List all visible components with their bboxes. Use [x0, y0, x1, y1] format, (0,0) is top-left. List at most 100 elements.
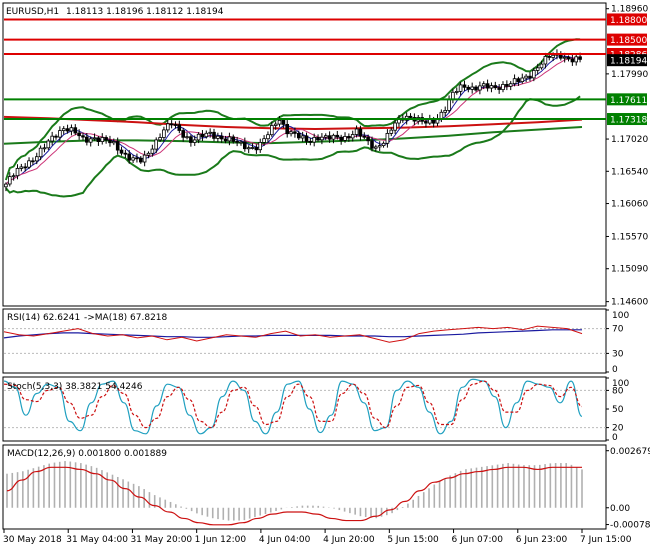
- candle-body: [543, 56, 548, 65]
- price-tick-label: 1.17020: [611, 135, 648, 145]
- stoch-layer: [3, 378, 606, 435]
- symbol-label: EURUSD,H1: [6, 7, 59, 17]
- time-tick-label: 7 Jun 15:00: [580, 535, 632, 545]
- stoch-tick-label: 20: [612, 424, 624, 434]
- candle-body: [381, 142, 386, 147]
- candle-body: [162, 129, 166, 138]
- candle-body: [96, 137, 101, 143]
- macd-panel-frame: [2, 444, 607, 530]
- candle-body: [158, 137, 162, 141]
- candle-body: [285, 124, 289, 135]
- level-tag-label: 1.17318: [610, 116, 647, 126]
- candle-body: [177, 124, 182, 131]
- current-price-label: 1.18194: [610, 57, 647, 67]
- candle-body: [578, 56, 582, 60]
- candle-body: [200, 133, 205, 138]
- stoch-tick-label: 80: [612, 386, 624, 396]
- candle-body: [470, 86, 474, 90]
- candle-body: [100, 137, 105, 142]
- time-tick-label: 31 May 20:00: [130, 535, 192, 545]
- rsi-layer: [3, 325, 606, 354]
- candle-body: [331, 134, 336, 140]
- candle-body: [88, 138, 93, 143]
- candle-body: [169, 123, 174, 126]
- candle-body: [308, 140, 313, 143]
- candle-body: [520, 77, 525, 82]
- candle-body: [320, 136, 324, 141]
- rsi-panel-frame: [2, 308, 607, 374]
- candle-body: [532, 70, 536, 79]
- candle-body: [347, 135, 351, 139]
- price-tick-label: 1.16060: [611, 200, 648, 210]
- time-tick-label: 6 Jun 07:00: [452, 535, 504, 545]
- candle-body: [246, 147, 251, 150]
- candle-body: [15, 167, 20, 177]
- price-tick-label: 1.14600: [611, 298, 648, 308]
- rsi-tick-label: 100: [612, 311, 629, 321]
- time-tick-label: 31 May 04:00: [66, 535, 128, 545]
- candle-body: [219, 135, 224, 140]
- candle-body: [304, 135, 309, 142]
- candle-body: [31, 160, 35, 163]
- candle-body: [46, 140, 51, 149]
- candle-body: [81, 135, 85, 138]
- candle-body: [258, 141, 262, 151]
- candle-body: [77, 132, 81, 137]
- candle-body: [373, 146, 378, 149]
- candle-body: [223, 138, 228, 142]
- macd-tick-label: 0.002679: [610, 447, 650, 457]
- rsi-title: RSI(14) 62.6241: [7, 313, 80, 323]
- candle-body: [354, 128, 359, 135]
- price-tick-label: 1.15090: [611, 265, 648, 275]
- price-panel-frame: [2, 2, 607, 307]
- candle-body: [250, 147, 255, 149]
- candle-body: [408, 115, 413, 118]
- candle-body: [216, 135, 220, 139]
- candle-body: [112, 141, 116, 144]
- candle-body: [65, 128, 70, 132]
- candle-body: [173, 124, 178, 126]
- candle-body: [227, 136, 232, 142]
- candle-body: [385, 132, 390, 144]
- candle-body: [424, 120, 428, 124]
- candle-body: [61, 128, 66, 131]
- candle-body: [42, 147, 47, 150]
- candle-body: [293, 131, 297, 134]
- time-tick-label: 30 May 2018: [3, 535, 62, 545]
- macd-tick-label: -0.000788: [610, 521, 650, 531]
- time-tick-label: 4 Jun 20:00: [323, 535, 375, 545]
- candle-body: [242, 141, 247, 150]
- axis-layer: 1.18960 1.17990 1.17020 1.16540 1.16060 1.155…: [3, 5, 650, 545]
- candle-body: [366, 136, 370, 142]
- candle-body: [443, 110, 447, 113]
- levels-layer: 1.188001.185001.182861.176111.173181.181…: [4, 13, 647, 126]
- candle-body: [38, 147, 43, 158]
- candle-body: [192, 139, 197, 143]
- price-tick-label: 1.15570: [611, 232, 648, 242]
- candle-body: [296, 132, 301, 139]
- candle-body: [566, 56, 571, 60]
- candle-body: [508, 83, 513, 87]
- candle-body: [350, 134, 355, 139]
- candle-body: [524, 75, 528, 79]
- candle-body: [562, 56, 567, 59]
- candle-body: [327, 135, 332, 140]
- stoch-tick-label: 50: [612, 405, 624, 415]
- current-price-tag: [607, 54, 647, 67]
- moving-average-red: [3, 115, 583, 131]
- stoch-tick-label: 0: [612, 433, 618, 443]
- level-tag: [607, 93, 647, 106]
- bollinger-upper-band: [4, 38, 581, 181]
- candle-body: [165, 123, 170, 131]
- candle-body: [127, 153, 132, 161]
- macd-title: MACD(12,26,9) 0.001800 0.001889: [7, 449, 167, 459]
- price-tick-label: 1.18960: [611, 5, 648, 15]
- price-layer: [3, 38, 583, 198]
- price-tick-label: 1.17990: [611, 70, 648, 80]
- rsi-line: [3, 325, 583, 343]
- candle-body: [181, 130, 186, 138]
- candle-body: [474, 86, 478, 91]
- candle-body: [316, 136, 320, 141]
- time-tick-label: 1 Jun 12:00: [195, 535, 247, 545]
